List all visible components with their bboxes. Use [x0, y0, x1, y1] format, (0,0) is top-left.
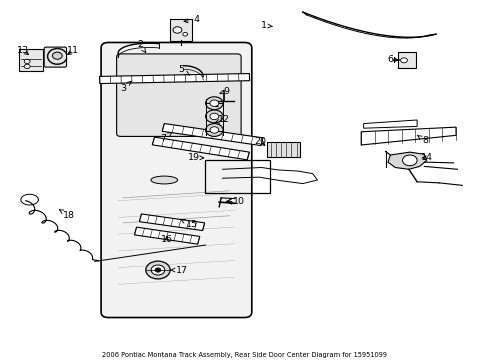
Polygon shape	[134, 227, 200, 244]
Text: 11: 11	[67, 46, 79, 55]
Polygon shape	[100, 73, 249, 84]
Polygon shape	[387, 152, 426, 169]
Text: 9: 9	[220, 87, 228, 96]
Text: 16: 16	[161, 235, 172, 244]
FancyBboxPatch shape	[44, 47, 66, 67]
Ellipse shape	[151, 176, 177, 184]
FancyBboxPatch shape	[266, 143, 300, 157]
Circle shape	[145, 261, 170, 279]
Circle shape	[24, 64, 30, 68]
Text: 12: 12	[215, 116, 230, 125]
Circle shape	[52, 52, 62, 59]
Circle shape	[155, 268, 161, 272]
Text: 2006 Pontiac Montana Track Assembly, Rear Side Door Center Diagram for 15951099: 2006 Pontiac Montana Track Assembly, Rea…	[102, 352, 386, 358]
Text: 5: 5	[178, 66, 189, 75]
Bar	[204, 160, 270, 193]
Polygon shape	[139, 214, 204, 231]
Polygon shape	[363, 120, 416, 128]
Text: 8: 8	[416, 135, 427, 145]
Polygon shape	[361, 127, 455, 145]
Text: 1: 1	[261, 21, 272, 30]
Text: 20: 20	[254, 137, 265, 146]
Circle shape	[400, 58, 407, 63]
Text: 2: 2	[137, 40, 145, 53]
Circle shape	[209, 127, 218, 133]
Circle shape	[205, 97, 223, 110]
Text: 17: 17	[170, 266, 188, 275]
Circle shape	[402, 155, 416, 166]
Text: 6: 6	[386, 55, 398, 64]
Circle shape	[151, 265, 164, 275]
FancyBboxPatch shape	[116, 54, 241, 136]
Text: 18: 18	[60, 210, 74, 220]
FancyBboxPatch shape	[169, 18, 192, 41]
Text: 19: 19	[187, 153, 203, 162]
FancyBboxPatch shape	[397, 52, 415, 68]
Circle shape	[183, 32, 187, 36]
Circle shape	[209, 100, 218, 107]
Circle shape	[209, 113, 218, 120]
Polygon shape	[162, 123, 263, 145]
Text: 14: 14	[421, 153, 432, 162]
FancyBboxPatch shape	[101, 42, 251, 318]
Text: 10: 10	[226, 197, 244, 206]
Circle shape	[173, 27, 182, 33]
Circle shape	[24, 59, 30, 64]
Circle shape	[205, 123, 223, 136]
Text: 4: 4	[183, 15, 200, 24]
Text: 13: 13	[17, 46, 29, 55]
Text: 7: 7	[160, 132, 171, 143]
FancyBboxPatch shape	[20, 49, 42, 71]
Text: 15: 15	[180, 220, 198, 229]
Polygon shape	[152, 137, 249, 160]
Circle shape	[205, 110, 223, 123]
Text: 3: 3	[120, 81, 131, 93]
